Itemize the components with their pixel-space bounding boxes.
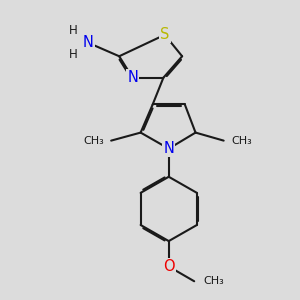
- Text: CH₃: CH₃: [231, 136, 252, 146]
- Text: CH₃: CH₃: [83, 136, 104, 146]
- Text: S: S: [160, 27, 169, 42]
- Text: CH₃: CH₃: [204, 276, 224, 286]
- Text: N: N: [83, 35, 94, 50]
- Text: H: H: [69, 48, 78, 62]
- Text: H: H: [69, 24, 78, 37]
- Text: N: N: [163, 141, 174, 156]
- Text: N: N: [127, 70, 138, 85]
- Text: O: O: [163, 259, 175, 274]
